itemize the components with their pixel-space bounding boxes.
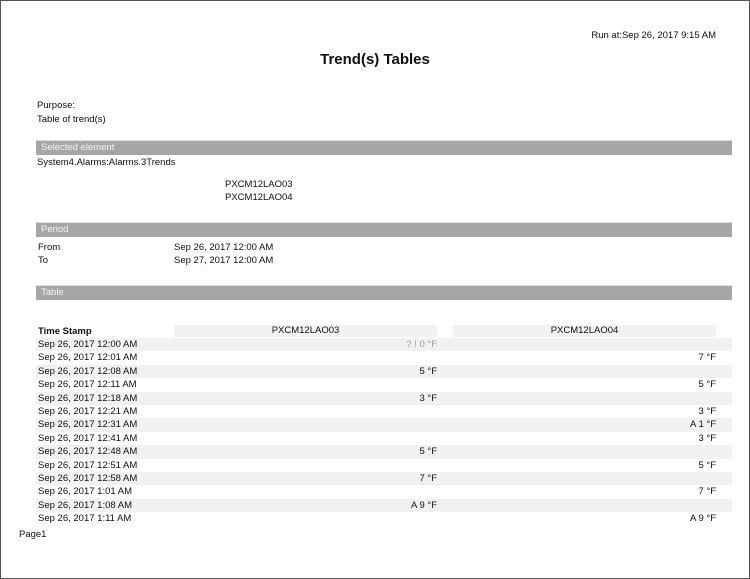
timestamp-cell: Sep 26, 2017 12:01 AM: [38, 352, 138, 364]
run-at: Run at:Sep 26, 2017 9:15 AM: [591, 30, 716, 41]
timestamp-cell: Sep 26, 2017 12:18 AM: [38, 392, 138, 404]
point-1-value: 3 °F: [419, 392, 437, 404]
point-1-value: 7 °F: [419, 472, 437, 484]
table-row: Sep 26, 2017 1:11 AM A 9 °F: [36, 512, 732, 525]
point-2-value: A 1 °F: [690, 419, 716, 431]
column-header-point-1: PXCM12LAO03: [174, 325, 437, 337]
section-header-label: Selected element: [41, 142, 115, 153]
table-row: Sep 26, 2017 12:08 AM 5 °F: [36, 364, 732, 379]
from-label: From: [38, 242, 61, 253]
page-title: Trend(s) Tables: [320, 51, 430, 68]
timestamp-cell: Sep 26, 2017 12:31 AM: [38, 419, 138, 431]
section-header-label: Table: [41, 287, 64, 298]
section-header-table: Table: [36, 285, 732, 300]
point-name: PXCM12LAO03: [225, 179, 293, 190]
table-row: Sep 26, 2017 1:01 AM 7 °F: [36, 485, 732, 498]
section-header-selected-element: Selected element: [36, 140, 732, 155]
to-label: To: [38, 255, 49, 266]
point-2-value: 3 °F: [698, 405, 716, 417]
table-row: Sep 26, 2017 12:51 AM 5 °F: [36, 459, 732, 472]
timestamp-cell: Sep 26, 2017 1:01 AM: [38, 486, 133, 498]
timestamp-cell: Sep 26, 2017 12:00 AM: [38, 339, 138, 350]
timestamp-cell: Sep 26, 2017 12:08 AM: [38, 365, 138, 377]
section-header-label: Period: [41, 224, 69, 235]
point-1-value: ? ! 0 °F: [406, 339, 437, 350]
point-2-value: 5 °F: [698, 379, 716, 391]
timestamp-cell: Sep 26, 2017 12:58 AM: [38, 472, 138, 484]
table-row: Sep 26, 2017 1:08 AM A 9 °F: [36, 498, 732, 513]
point-1-value: 5 °F: [419, 365, 437, 377]
point-1-value: A 9 °F: [411, 499, 437, 511]
point-2-value: 5 °F: [698, 459, 716, 471]
column-header-point-2: PXCM12LAO04: [453, 325, 716, 337]
section-header-period: Period: [36, 222, 732, 237]
from-value: Sep 26, 2017 12:00 AM: [174, 242, 274, 253]
table-row: Sep 26, 2017 12:11 AM 5 °F: [36, 378, 732, 391]
table-row: Sep 26, 2017 12:58 AM 7 °F: [36, 471, 732, 486]
timestamp-cell: Sep 26, 2017 12:11 AM: [38, 379, 137, 391]
table-row: Sep 26, 2017 12:00 AM ? ! 0 °F: [36, 338, 732, 352]
table-row: Sep 26, 2017 12:01 AM 7 °F: [36, 351, 732, 364]
point-2-value: 3 °F: [698, 432, 716, 444]
column-header-timestamp: Time Stamp: [38, 326, 92, 337]
timestamp-cell: Sep 26, 2017 12:48 AM: [38, 446, 138, 458]
table-row: Sep 26, 2017 12:31 AM A 1 °F: [36, 418, 732, 432]
selected-element-path: System4.Alarms:Alarms.3Trends: [37, 157, 176, 168]
trend-table-body: Sep 26, 2017 12:00 AM? ! 0 °F Sep 26, 201…: [36, 338, 732, 525]
point-1-value: 5 °F: [419, 446, 437, 458]
purpose-value: Table of trend(s): [37, 114, 106, 125]
point-2-value: A 9 °F: [690, 513, 716, 525]
timestamp-cell: Sep 26, 2017 12:41 AM: [38, 432, 138, 444]
to-value: Sep 27, 2017 12:00 AM: [174, 255, 274, 266]
point-2-value: 7 °F: [698, 352, 716, 364]
table-row: Sep 26, 2017 12:21 AM 3 °F: [36, 405, 732, 418]
timestamp-cell: Sep 26, 2017 12:21 AM: [38, 405, 138, 417]
purpose-label: Purpose:: [37, 100, 76, 111]
table-row: Sep 26, 2017 12:41 AM 3 °F: [36, 432, 732, 445]
table-row: Sep 26, 2017 12:48 AM 5 °F: [36, 445, 732, 459]
page-number: Page1: [19, 529, 47, 540]
point-name: PXCM12LAO04: [225, 192, 293, 203]
timestamp-cell: Sep 26, 2017 1:11 AM: [38, 513, 132, 525]
point-2-value: 7 °F: [698, 486, 716, 498]
table-row: Sep 26, 2017 12:18 AM 3 °F: [36, 391, 732, 405]
timestamp-cell: Sep 26, 2017 12:51 AM: [38, 459, 138, 471]
timestamp-cell: Sep 26, 2017 1:08 AM: [38, 499, 133, 511]
